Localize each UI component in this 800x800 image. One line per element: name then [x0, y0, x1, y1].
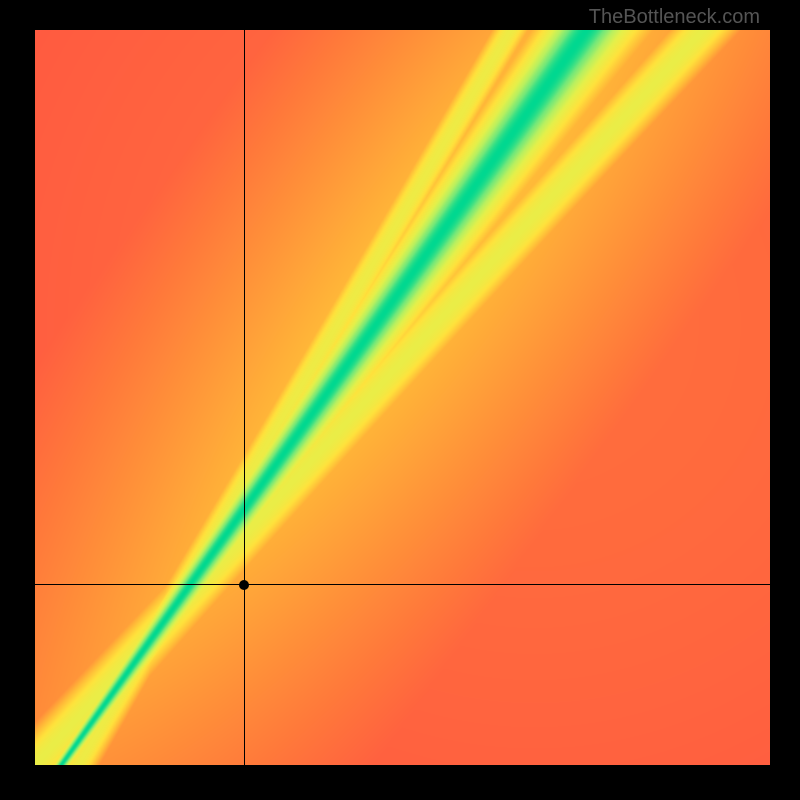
watermark-text: TheBottleneck.com — [589, 6, 760, 29]
crosshair-horizontal — [35, 584, 770, 585]
chart-container: { "watermark": "TheBottleneck.com", "lay… — [0, 0, 800, 800]
bottleneck-heatmap — [35, 30, 770, 765]
crosshair-marker — [239, 580, 249, 590]
crosshair-vertical — [244, 30, 245, 765]
